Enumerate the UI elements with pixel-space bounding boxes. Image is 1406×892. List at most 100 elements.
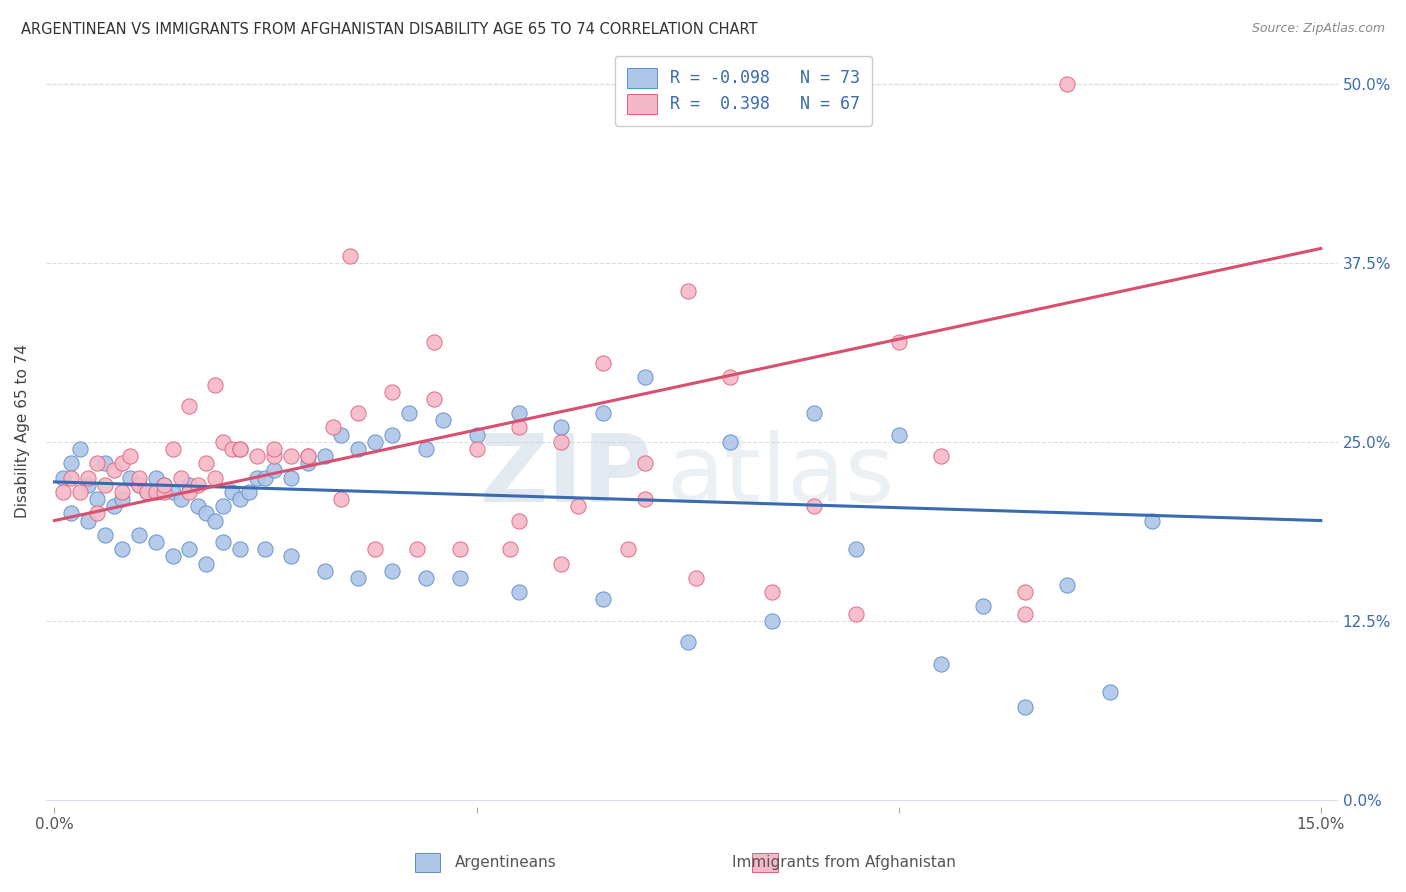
Point [254, 542, 277, 557]
Point [280, 449, 302, 463]
Point [676, 635, 699, 649]
Point [60, 507, 83, 521]
Point [120, 470, 142, 484]
Point [204, 377, 226, 392]
Point [162, 549, 184, 564]
Point [929, 657, 952, 671]
Point [111, 492, 134, 507]
Point [229, 542, 252, 557]
Text: ARGENTINEAN VS IMMIGRANTS FROM AFGHANISTAN DISABILITY AGE 65 TO 74 CORRELATION C: ARGENTINEAN VS IMMIGRANTS FROM AFGHANIST… [21, 22, 758, 37]
Point [229, 492, 252, 507]
Point [929, 449, 952, 463]
Point [238, 484, 260, 499]
Point [145, 470, 167, 484]
Point [761, 585, 783, 599]
Point [887, 427, 910, 442]
Point [803, 500, 825, 514]
Point [86, 507, 108, 521]
Point [212, 434, 235, 449]
Point [86, 456, 108, 470]
Point [111, 484, 134, 499]
Point [179, 399, 201, 413]
Point [1056, 77, 1078, 91]
Point [415, 571, 437, 585]
Point [465, 427, 488, 442]
Text: atlas: atlas [666, 430, 894, 522]
Point [508, 420, 530, 434]
Point [94, 477, 117, 491]
Point [94, 528, 117, 542]
Point [145, 535, 167, 549]
Point [499, 542, 522, 557]
Point [195, 456, 218, 470]
Point [1140, 514, 1163, 528]
Point [314, 449, 336, 463]
Point [550, 557, 572, 571]
Point [634, 492, 657, 507]
Point [330, 492, 353, 507]
Point [1014, 607, 1036, 621]
Point [162, 442, 184, 456]
Point [449, 571, 471, 585]
Point [179, 542, 201, 557]
Point [676, 285, 699, 299]
Legend: R = -0.098   N = 73, R =  0.398   N = 67: R = -0.098 N = 73, R = 0.398 N = 67 [616, 56, 872, 126]
Point [111, 542, 134, 557]
Point [339, 249, 361, 263]
Text: ZIP: ZIP [481, 430, 652, 522]
Point [52, 484, 75, 499]
Point [592, 592, 614, 607]
Point [120, 449, 142, 463]
Point [508, 514, 530, 528]
Point [263, 442, 285, 456]
Point [69, 484, 91, 499]
Point [170, 470, 193, 484]
Point [246, 449, 269, 463]
Point [718, 434, 741, 449]
Point [567, 500, 589, 514]
Point [406, 542, 429, 557]
Point [465, 442, 488, 456]
Point [347, 442, 370, 456]
Point [77, 470, 100, 484]
Point [314, 564, 336, 578]
Point [179, 484, 201, 499]
Point [1098, 685, 1121, 699]
Point [1014, 699, 1036, 714]
Point [153, 484, 176, 499]
Point [508, 585, 530, 599]
Point [229, 442, 252, 456]
Point [297, 456, 319, 470]
Point [322, 420, 344, 434]
Point [52, 470, 75, 484]
Point [221, 442, 243, 456]
Point [297, 449, 319, 463]
Point [330, 427, 353, 442]
Point [845, 542, 868, 557]
Point [136, 484, 159, 499]
Point [212, 500, 235, 514]
Point [229, 442, 252, 456]
Point [508, 406, 530, 420]
Point [347, 571, 370, 585]
Point [94, 456, 117, 470]
Point [128, 477, 150, 491]
Point [263, 449, 285, 463]
Point [347, 406, 370, 420]
Point [280, 470, 302, 484]
Text: Immigrants from Afghanistan: Immigrants from Afghanistan [731, 855, 956, 870]
Point [162, 484, 184, 499]
Point [153, 477, 176, 491]
Point [381, 427, 404, 442]
Point [170, 492, 193, 507]
Point [69, 442, 91, 456]
Point [1014, 585, 1036, 599]
Point [803, 406, 825, 420]
Point [103, 463, 125, 477]
Point [364, 434, 387, 449]
Point [381, 564, 404, 578]
Point [103, 500, 125, 514]
Y-axis label: Disability Age 65 to 74: Disability Age 65 to 74 [15, 344, 30, 518]
Point [297, 449, 319, 463]
Point [761, 614, 783, 628]
